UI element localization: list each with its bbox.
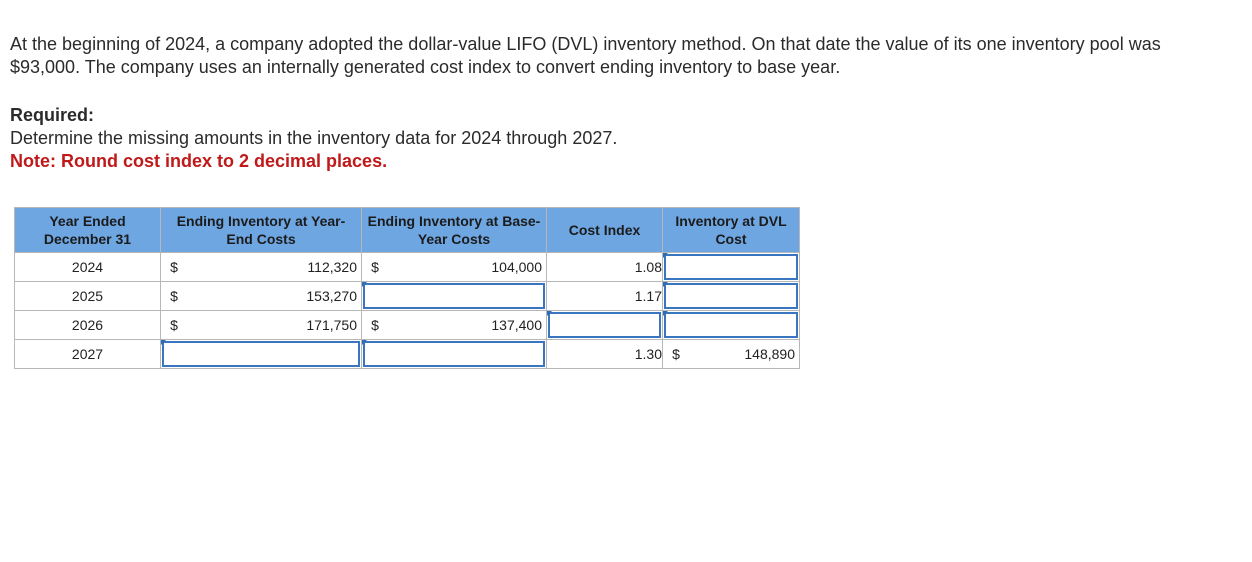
required-instructions: Determine the missing amounts in the inv… (10, 128, 618, 148)
required-heading: Required: (10, 105, 95, 125)
cost-index-value: 1.30 (546, 339, 663, 369)
rounding-note: Note: Round cost index to 2 decimal plac… (10, 151, 388, 171)
year-end-costs-input-2027[interactable] (162, 341, 360, 367)
cost-index-value: 1.17 (546, 281, 663, 311)
dvl-cost-input-2026[interactable] (664, 312, 798, 338)
inventory-table: Year Ended December 31 Ending Inventory … (14, 207, 800, 369)
currency-symbol: $ (170, 259, 178, 275)
input-marker-icon (663, 253, 668, 258)
input-marker-icon (663, 282, 668, 287)
year-end-costs-cell: $ 153,270 (160, 281, 362, 311)
currency-symbol: $ (170, 288, 178, 304)
table-row: 2024 $ 112,320 $ 104,000 1.08 (14, 252, 800, 282)
year-end-costs-cell (160, 339, 362, 369)
base-year-costs-cell: $ 137,400 (361, 310, 547, 340)
header-cost-index: Cost Index (546, 207, 663, 253)
base-year-costs-value: 137,400 (491, 317, 542, 333)
base-year-costs-input-2027[interactable] (363, 341, 545, 367)
year-end-costs-cell: $ 112,320 (160, 252, 362, 282)
header-year-end-costs: Ending Inventory at Year-End Costs (160, 207, 362, 253)
header-dvl-cost: Inventory at DVL Cost (662, 207, 800, 253)
currency-symbol: $ (371, 317, 379, 333)
problem-intro: At the beginning of 2024, a company adop… (10, 34, 1161, 77)
base-year-costs-value: 104,000 (491, 259, 542, 275)
input-marker-icon (663, 311, 668, 316)
input-marker-icon (362, 340, 367, 345)
cost-index-value: 1.08 (546, 252, 663, 282)
input-marker-icon (161, 340, 166, 345)
dvl-cost-cell (662, 281, 800, 311)
cost-index-input-2026[interactable] (548, 312, 661, 338)
dvl-cost-input-2025[interactable] (664, 283, 798, 309)
cost-index-cell (546, 310, 663, 340)
year-end-costs-cell: $ 171,750 (160, 310, 362, 340)
year-cell: 2024 (14, 252, 161, 282)
table-row: 2025 $ 153,270 1.17 (14, 281, 800, 311)
input-marker-icon (547, 311, 552, 316)
dvl-cost-input-2024[interactable] (664, 254, 798, 280)
base-year-costs-input-2025[interactable] (363, 283, 545, 309)
input-marker-icon (362, 282, 367, 287)
year-cell: 2027 (14, 339, 161, 369)
year-end-costs-value: 112,320 (307, 259, 357, 275)
dvl-cost-cell (662, 252, 800, 282)
dvl-cost-value: 148,890 (744, 346, 795, 362)
year-end-costs-value: 171,750 (306, 317, 357, 333)
header-year: Year Ended December 31 (14, 207, 161, 253)
dvl-cost-cell: $ 148,890 (662, 339, 800, 369)
currency-symbol: $ (371, 259, 379, 275)
year-cell: 2026 (14, 310, 161, 340)
base-year-costs-cell (361, 339, 547, 369)
currency-symbol: $ (170, 317, 178, 333)
year-end-costs-value: 153,270 (306, 288, 357, 304)
currency-symbol: $ (672, 346, 680, 362)
base-year-costs-cell: $ 104,000 (361, 252, 547, 282)
year-cell: 2025 (14, 281, 161, 311)
table-row: 2026 $ 171,750 $ 137,400 (14, 310, 800, 340)
header-base-year-costs: Ending Inventory at Base-Year Costs (361, 207, 547, 253)
dvl-cost-cell (662, 310, 800, 340)
base-year-costs-cell (361, 281, 547, 311)
table-row: 2027 1.30 $ 148,890 (14, 339, 800, 369)
table-header-row: Year Ended December 31 Ending Inventory … (14, 207, 800, 253)
